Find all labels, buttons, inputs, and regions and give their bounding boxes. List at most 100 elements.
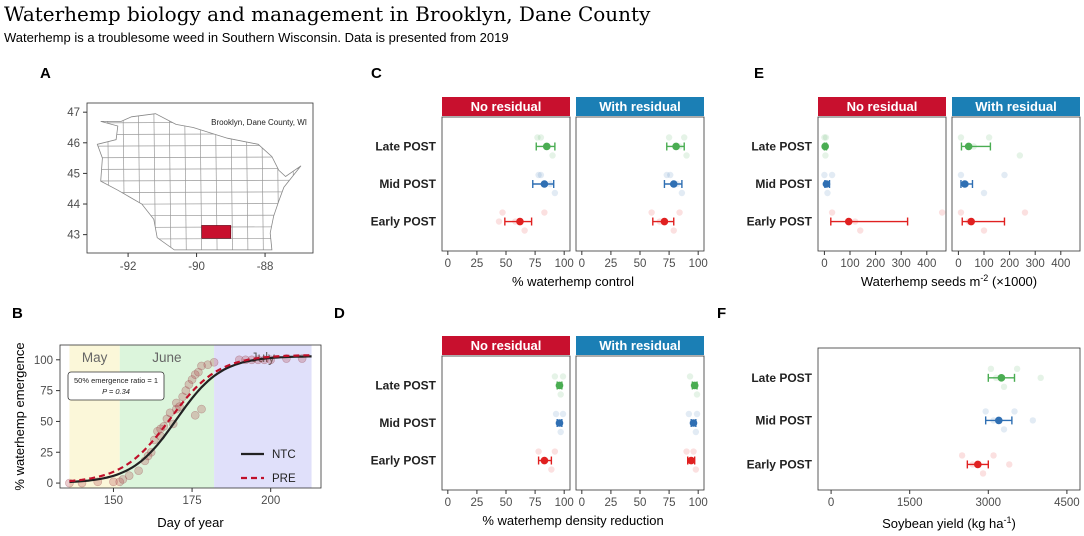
raw-point [534,134,541,141]
plot-frame [817,347,1081,491]
mean-point [997,374,1006,382]
state-outline [96,113,302,251]
facet-x-tick-label: 50 [500,497,513,509]
facet-title: With residual [599,99,681,114]
raw-point [549,152,556,159]
emergence-point [209,357,219,367]
mean-point [844,217,853,226]
state-fill [97,113,301,250]
month-band [69,345,120,488]
raw-point [987,365,995,373]
raw-point [957,171,965,179]
facet-x-tick-label: 75 [663,497,676,509]
facet-x-tick-label: 25 [605,497,618,509]
yield-x-tick-label: 0 [828,497,834,509]
raw-point [690,448,697,455]
emergence-point [190,410,200,420]
raw-point [541,209,548,216]
raw-point [821,171,828,179]
raw-point [495,218,503,225]
emergence-x-axis-title: Day of year [157,515,224,530]
panel-label-A: A [40,65,51,82]
emergence-point [190,370,200,379]
map-title: Brooklyn, Dane County, WI [211,118,307,127]
plot-frame [59,344,322,489]
yield-x-tick-label: 4500 [1054,497,1080,509]
raw-point [1037,374,1044,382]
panel-f-yield: Late POST Mid POST Early POST 0 1500 3000 4500… [747,347,1081,531]
raw-point [1001,171,1008,179]
map-x-tick-label: -92 [120,261,137,273]
facet-frame [817,116,947,252]
map-x-tick-label: -88 [257,261,274,273]
raw-point [683,448,690,455]
emergence-point [134,466,143,476]
facet-x-tick-label: 200 [1000,258,1019,270]
mean-point [660,217,669,226]
month-label: July [251,350,275,365]
raw-point [499,209,506,216]
panel-c-control: Late POST Mid POST Early POST No residual 0 2… [371,97,708,289]
facet-x-tick-label: 0 [445,497,451,509]
map-y-tick-label: 45 [67,168,80,180]
facet-x-tick-label: 400 [917,258,936,270]
raw-point [980,227,988,234]
raw-point [957,134,965,141]
facet-x-tick-label: 100 [974,258,993,270]
row-label: Early POST [747,215,813,229]
raw-point [1021,209,1029,216]
mean-point [516,217,524,226]
raw-point [822,152,829,159]
month-label: May [82,350,108,365]
row-label: Mid POST [755,413,812,427]
raw-point [557,428,564,436]
raw-point [822,134,830,141]
raw-point [958,452,966,459]
facet-x-tick-label: 100 [689,258,708,270]
panel-label-B: B [12,305,23,322]
panel-e-seeds: Late POST Mid POST Early POST No residual 0 1… [747,97,1081,289]
raw-point [548,466,555,473]
emergence-x-tick-label: 175 [182,495,201,507]
raw-point [693,410,701,418]
facet-x-tick-label: 100 [840,258,859,270]
raw-point [665,134,673,141]
curve-pre [69,354,312,483]
mean-point [689,419,698,427]
mean-point [555,419,564,427]
mean-point [672,142,680,151]
legend-label-pre: PRE [272,473,296,485]
facet-frame [575,116,705,252]
row-label: Early POST [747,457,813,471]
facet-x-tick-label: 0 [955,258,961,270]
facet-x-tick-label: 50 [634,258,647,270]
raw-point [979,470,987,477]
row-label: Mid POST [379,177,436,191]
mean-point [540,180,549,188]
raw-point [957,209,965,216]
raw-point [821,134,828,141]
facet-x-tick-label: 300 [1026,258,1045,270]
emergence-point [172,398,181,408]
emergence-point [194,367,203,377]
facet-x-tick-label: 0 [579,258,585,270]
panel-label-C: C [371,65,382,82]
raw-point [938,209,946,216]
emergence-point [118,475,128,484]
mean-point [687,456,695,465]
facet-strip [576,336,704,355]
mean-point [555,381,564,390]
facet-title: With residual [599,338,681,353]
emergence-y-tick-label: 0 [47,478,53,490]
facet-strip [576,97,704,116]
panel-d-density: Late POST Mid POST Early POST No residual 0 2… [371,336,708,528]
raw-point [678,189,686,197]
facet-x-tick-label: 100 [555,497,574,509]
raw-point [1000,383,1008,391]
row-label: Mid POST [755,177,812,191]
mean-point [994,416,1003,425]
panel-label-E: E [754,65,764,82]
raw-point [551,189,559,197]
raw-point [667,171,674,179]
